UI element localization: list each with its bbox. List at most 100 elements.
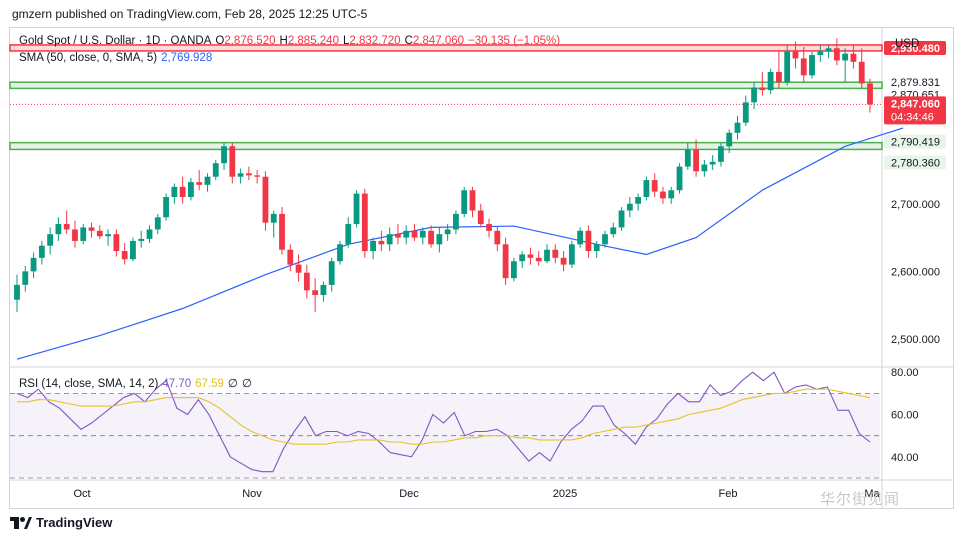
candle-body — [63, 224, 70, 230]
candle-body — [154, 217, 161, 230]
lower-zone-bottom-tag: 2,780.360 — [891, 157, 940, 169]
time-tick-label: Oct — [73, 488, 90, 500]
candle — [560, 251, 567, 272]
candle — [196, 169, 203, 191]
candle — [171, 183, 178, 204]
price-tick-label: 2,500.000 — [891, 334, 940, 346]
candle-body — [130, 240, 136, 260]
candle — [759, 71, 766, 96]
candle — [635, 193, 642, 211]
rsi-layer — [10, 371, 880, 479]
tradingview-footer[interactable]: TradingView — [10, 515, 112, 530]
time-tick-label: Feb — [719, 488, 738, 500]
candle — [47, 227, 54, 255]
candle-body — [221, 146, 227, 164]
candle — [494, 226, 501, 252]
candle — [320, 281, 327, 302]
candle-body — [751, 87, 757, 103]
candle-body — [22, 271, 29, 285]
candle-body — [38, 245, 45, 258]
symbol-legend[interactable]: Gold Spot / U.S. Dollar · 1D · OANDA O2,8… — [19, 35, 564, 47]
candle — [742, 95, 749, 127]
candle — [519, 251, 526, 268]
candle — [477, 203, 484, 228]
candle — [312, 278, 319, 312]
rsi-tick-label: 40.00 — [891, 452, 919, 464]
candle-body — [660, 191, 666, 199]
candle — [867, 78, 873, 113]
time-tick-label: Dec — [399, 488, 419, 500]
candle — [14, 274, 20, 312]
candle-body — [14, 284, 20, 300]
candle-body — [163, 197, 169, 218]
candle-body — [759, 87, 766, 91]
rsi-sma-value: 67.59 — [195, 378, 224, 390]
candle — [527, 247, 534, 265]
candle — [188, 178, 194, 201]
brand-name: TradingView — [36, 515, 113, 530]
candle-body — [30, 257, 37, 272]
candle — [668, 186, 675, 204]
candle — [618, 207, 625, 231]
candle-body — [411, 230, 418, 238]
candle-body — [254, 175, 261, 177]
resistance-band — [9, 44, 883, 52]
lower-zone-bottom-tag-bg — [884, 155, 946, 170]
candle — [138, 230, 145, 248]
candle-body — [47, 234, 54, 246]
candle — [254, 169, 261, 184]
candle-body — [610, 227, 617, 235]
open-value: 2,876.520 — [224, 35, 276, 47]
candle — [361, 188, 368, 258]
rsi-legend[interactable]: RSI (14, close, SMA, 14, 2) 47.70 67.59 ∅ ∅ — [19, 376, 256, 390]
candle-body — [212, 163, 219, 177]
close-label: C — [404, 35, 413, 47]
candle-body — [535, 257, 542, 262]
published-header: gmzern published on TradingView.com, Feb… — [12, 7, 368, 21]
candle-body — [626, 203, 633, 211]
candle — [328, 257, 335, 292]
candle-body — [734, 122, 741, 133]
candle — [179, 176, 186, 204]
candle — [419, 227, 426, 245]
candle-body — [428, 230, 434, 245]
rsi-extra-1: ∅ — [227, 378, 238, 390]
candle — [850, 44, 857, 69]
candle — [287, 244, 294, 272]
time-tick-label: Ma — [864, 488, 880, 500]
currency-label[interactable]: USD — [895, 38, 920, 50]
candle — [709, 155, 716, 170]
candle-body — [179, 186, 186, 197]
time-tick-label: 2025 — [553, 488, 577, 500]
watermark: 华尔街见闻 — [820, 491, 901, 508]
candle — [428, 225, 434, 248]
candle-body — [337, 244, 343, 262]
candle — [113, 229, 120, 257]
rsi-sma-line — [17, 388, 871, 445]
price-tick-label: 2,700.000 — [891, 199, 940, 211]
candle — [411, 224, 418, 241]
candle-body — [370, 240, 377, 252]
sma-legend[interactable]: SMA (50, close, 0, SMA, 5) 2,769.928 — [19, 52, 216, 64]
rsi-tick-label: 80.00 — [891, 367, 919, 379]
close-value: 2,847.060 — [412, 35, 465, 47]
high-label: H — [279, 35, 288, 47]
candle — [510, 257, 517, 282]
candle — [270, 210, 277, 238]
candle — [229, 142, 236, 184]
candle-body — [237, 173, 244, 177]
candle — [378, 230, 385, 252]
candle-body — [701, 164, 708, 172]
lower-support-zone — [9, 141, 883, 151]
candle-body — [726, 132, 733, 147]
candle — [858, 48, 865, 89]
candle — [245, 166, 252, 181]
candle — [72, 220, 78, 248]
candle — [453, 210, 459, 235]
candle — [55, 217, 62, 241]
candle-body — [560, 257, 567, 265]
candle-body — [196, 182, 203, 185]
low-label: L — [342, 35, 350, 47]
lower-zone-top-tag-bg — [884, 134, 946, 149]
